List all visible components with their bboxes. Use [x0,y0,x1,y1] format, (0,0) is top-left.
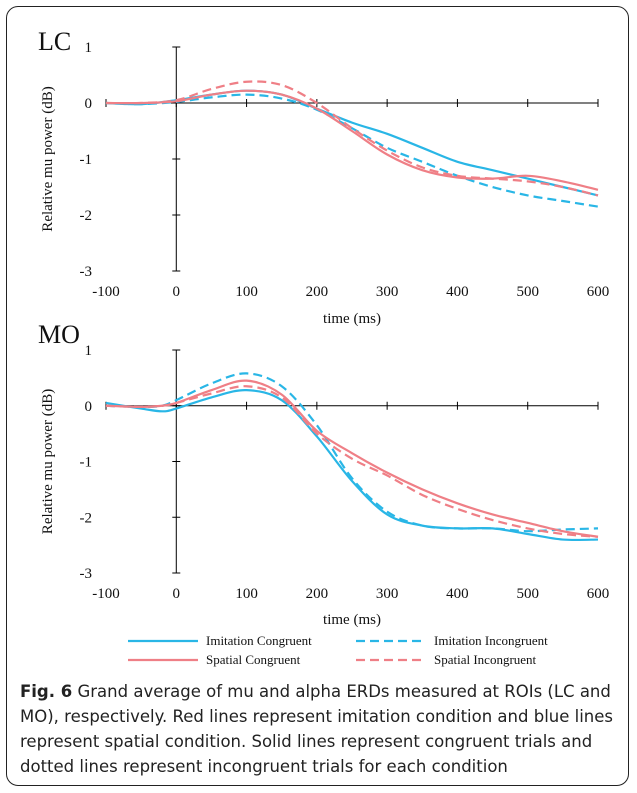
y-tick-label: 1 [85,40,93,56]
y-tick-label: 0 [85,96,93,112]
x-tick-label: 400 [446,284,469,300]
y-tick-label: 0 [85,399,93,415]
chart-panel-lc: LC 1 0 -1 -2 -3 -100 0 100 200 300 400 500 600 time (m… [38,27,609,327]
chart-panel-mo: MO 1 0 -1 -2 -3 -100 0 100 200 300 400 500 600 time (m… [38,320,609,628]
x-axis-label: time (ms) [323,311,381,327]
series-line-imitation-congruent [105,89,599,197]
x-tick-label: 500 [516,586,539,602]
y-tick-label: -2 [80,510,93,526]
chart-title-lc: LC [38,27,71,56]
x-tick-label: -100 [92,284,120,300]
caption-text: Grand average of mu and alpha ERDs measu… [20,682,614,776]
series-line-spatial-incongruent [105,385,599,538]
series-line-spatial-incongruent [105,80,599,197]
x-tick-label: 300 [376,586,399,602]
y-tick-label: -1 [80,152,93,168]
y-tick-label: -2 [80,208,93,224]
y-axis-label: Relative mu power (dB) [40,389,56,534]
x-axis-label: time (ms) [323,612,381,628]
y-tick-label: -3 [80,566,93,582]
legend-label: Imitation Incongruent [434,633,548,648]
x-tick-label: 200 [306,586,329,602]
legend-label: Spatial Congruent [206,652,301,667]
chart-title-mo: MO [38,320,80,349]
x-tick-label: 500 [516,284,539,300]
chart-legend: Imitation Congruent Imitation Incongruent… [128,633,548,667]
y-tick-label: 1 [85,343,93,359]
x-tick-label: 300 [376,284,399,300]
y-tick-label: -1 [80,455,93,471]
x-tick-label: 600 [587,284,610,300]
x-tick-label: 400 [446,586,469,602]
legend-label: Imitation Congruent [206,633,312,648]
x-tick-label: 200 [306,284,329,300]
y-tick-label: -3 [80,264,93,280]
x-tick-label: 600 [587,586,610,602]
y-axis-label: Relative mu power (dB) [40,86,56,231]
figure-frame [6,6,629,786]
x-tick-label: 100 [235,586,258,602]
legend-label: Spatial Incongruent [434,652,537,667]
series-line-imitation-incongruent [105,93,599,208]
x-tick-label: 100 [235,284,258,300]
x-tick-label: -100 [92,586,120,602]
figure-caption: Fig. 6 Grand average of mu and alpha ERD… [20,679,620,779]
series-line-spatial-congruent [105,89,599,191]
x-tick-label: 0 [173,284,181,300]
caption-label: Fig. 6 [20,682,73,701]
x-tick-label: 0 [173,586,181,602]
